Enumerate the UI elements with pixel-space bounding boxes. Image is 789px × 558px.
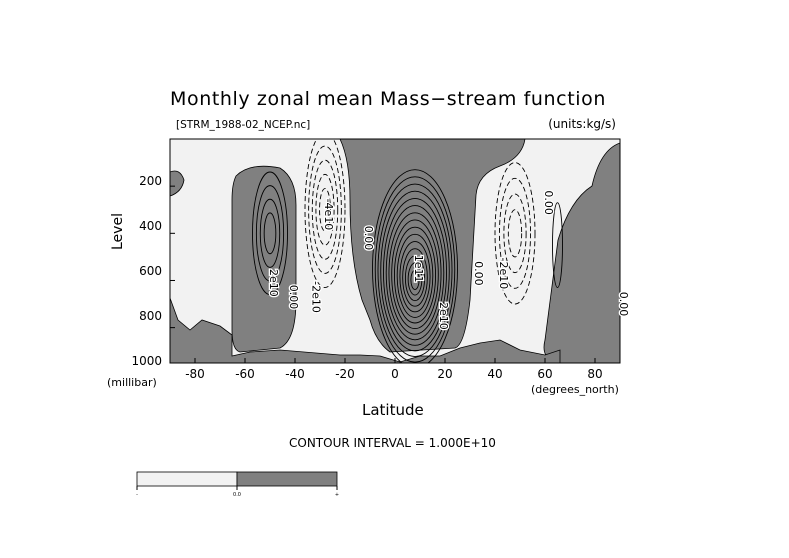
y-tick-label: 600 [139,264,162,278]
contour-labels: 2e10 0.00 -2e10 -4e10 0.00 2e10 1e11 0.00 -2e10 0… [266,189,632,331]
contour-line [399,241,431,313]
contour-line [252,171,288,296]
colorbar-label: + [335,492,339,498]
contour-line [311,159,339,260]
contour-label: 0.00 [287,285,300,310]
contour-label: 1e11 [412,255,425,283]
contour-label: -4e10 [322,199,335,231]
x-tick-label: 0 [391,367,399,381]
contour-line [259,198,281,268]
y-tick-label: 400 [139,219,162,233]
chart-title: Monthly zonal mean Mass−stream function [170,88,607,110]
x-tick-label: -40 [285,367,305,381]
contour-line [374,176,456,363]
contour-line [391,219,439,330]
contour-label: 0.00 [472,261,485,286]
units-label: (units:kg/s) [548,117,616,131]
x-tick-label: -60 [235,367,255,381]
contour-line [410,269,420,290]
contour-line [372,169,458,363]
contour-line [308,145,342,274]
contour-line [304,139,346,288]
contour-label: 2e10 [437,302,450,330]
positive-region-shading [170,297,561,363]
contour-label: 2e10 [267,269,280,297]
plot-area [170,139,620,363]
positive-region-shading [339,139,526,353]
y-tick-label: 200 [139,174,162,188]
contour-label: 0.00 [617,292,630,317]
contour-line [393,226,437,324]
contour-label: 0.00 [542,190,555,215]
x-tick-label: 20 [437,367,453,381]
contour-line [380,190,450,352]
colorbar-positive [236,471,338,487]
contour-label: 0.00 [362,226,375,251]
contour-line [383,197,447,346]
x-axis-label: Latitude [362,401,424,419]
contour-line [315,173,335,246]
y-tick-label: 1000 [131,354,162,368]
x-tick-label: 40 [487,367,503,381]
contour-label: -2e10 [497,258,510,290]
y-axis-units: (millibar) [107,376,157,389]
contour-line [407,262,423,296]
contour-line [404,255,426,302]
contour-line [388,212,442,335]
contour-line [552,202,563,288]
colorbar: - 0.0 + [136,471,339,498]
contour-line [402,248,428,307]
colorbar-label: - [136,492,138,498]
contour-line [396,233,434,318]
x-tick-label: -20 [335,367,355,381]
x-tick-label: 80 [587,367,603,381]
contour-line [255,185,285,282]
contour-line [385,205,445,341]
contour-line [503,193,527,274]
contour-line [498,177,532,289]
contour-line [494,162,536,305]
contour-label: -2e10 [310,281,323,313]
colorbar-label: 0.0 [233,492,241,498]
x-axis-units: (degrees_north) [531,383,619,396]
contour-line [319,188,331,232]
contour-line [507,209,523,258]
file-label: [STRM_1988-02_NCEP.nc] [176,119,311,131]
axis-ticks [170,138,596,363]
negative-contours [304,139,536,305]
y-tick-label: 800 [139,309,162,323]
contour-interval-text: CONTOUR INTERVAL = 1.000E+10 [289,436,496,450]
contour-line [263,212,277,255]
contour-line [377,183,453,357]
positive-region-shading [170,170,185,197]
x-tick-label: 60 [537,367,553,381]
positive-contours [252,169,563,363]
colorbar-negative [136,471,238,487]
x-tick-label: -80 [185,367,205,381]
